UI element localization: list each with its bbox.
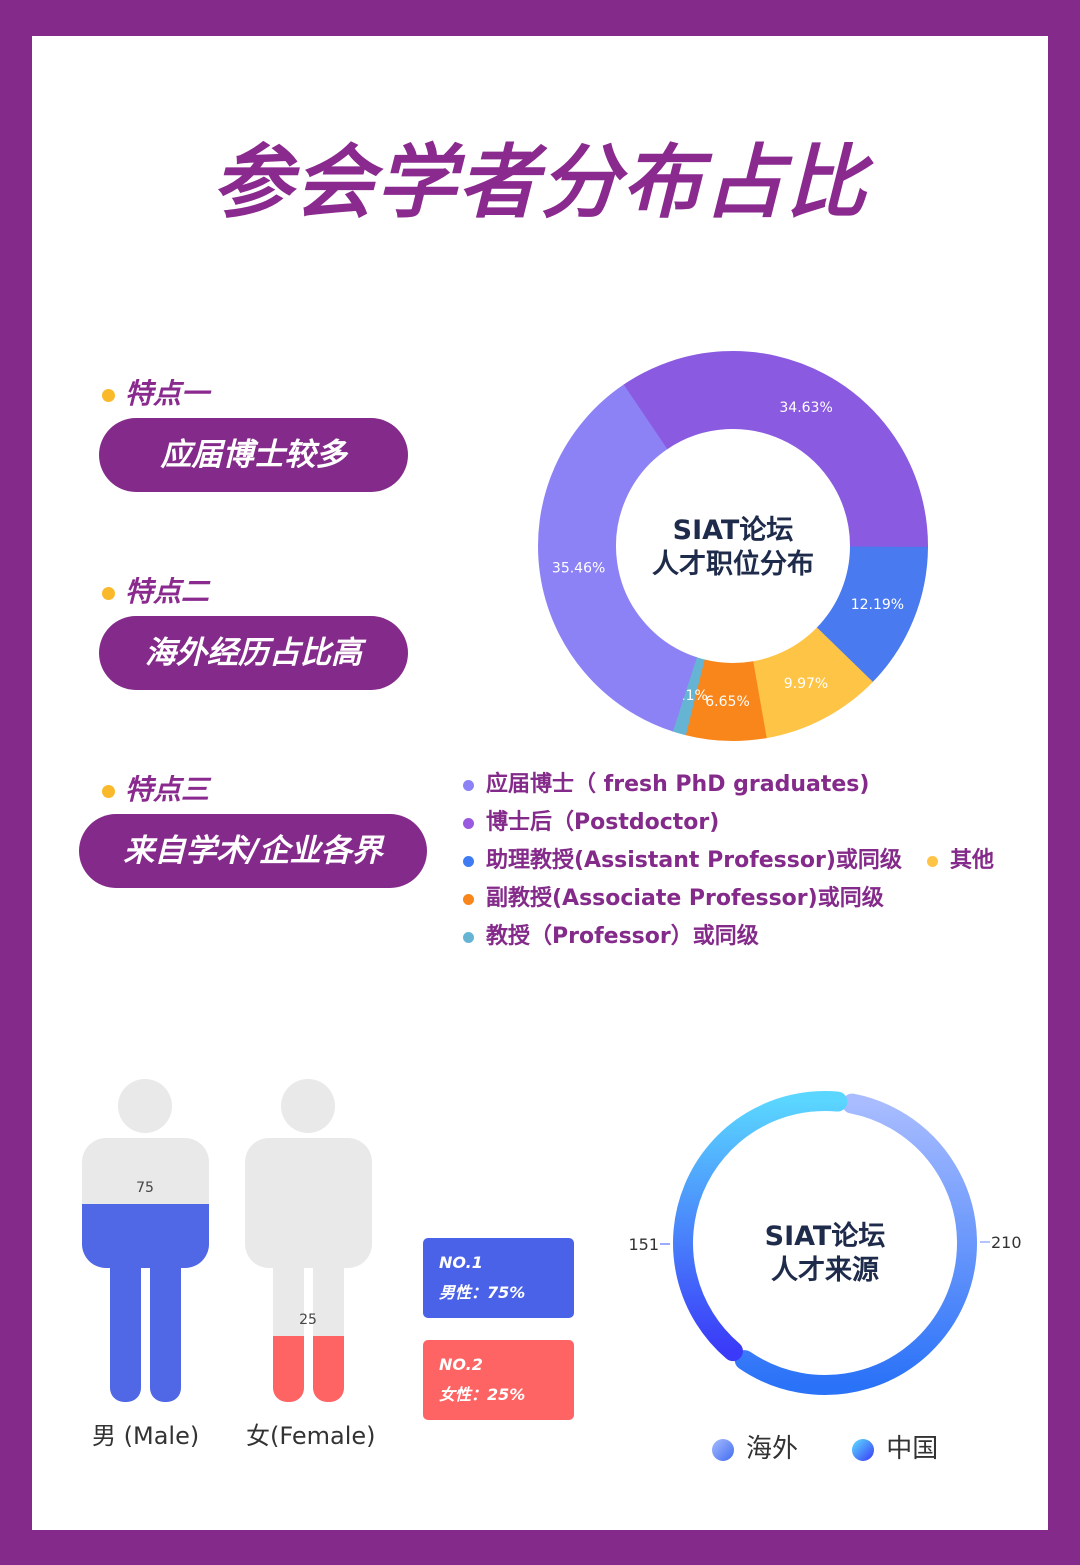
person-figure	[245, 1079, 372, 1402]
slice-label: 9.97%	[784, 676, 828, 692]
legend-item[interactable]: 博士后（Postdoctor)	[463, 804, 902, 842]
legend-item[interactable]: 其他	[927, 842, 994, 880]
male-stat-box: NO.1 男性：75%	[423, 1238, 574, 1318]
feature-2-pill: 海外经历占比高	[99, 616, 408, 690]
bullet-icon	[102, 586, 115, 600]
legend-text: 教授（Professor）或同级	[486, 924, 759, 949]
female-label: 女(Female)	[246, 1422, 376, 1450]
legend-text: 中国	[886, 1434, 939, 1464]
legend-dot-icon	[463, 855, 474, 867]
donut-slice[interactable]	[815, 545, 928, 683]
legend-dot-icon	[463, 893, 474, 905]
legend-item-overseas[interactable]: 海外	[712, 1434, 798, 1464]
female-stat-box: NO.2 女性：25%	[423, 1340, 574, 1420]
value-label-china: 151	[628, 1235, 659, 1254]
legend-item[interactable]: 助理教授(Assistant Professor)或同级	[463, 842, 902, 880]
legend-dot-icon	[927, 855, 938, 867]
feature-1-pill: 应届博士较多	[99, 418, 408, 492]
feature-label-text: 特点三	[125, 773, 210, 806]
stat-text: 男性：75%	[439, 1283, 526, 1302]
ring-legend: 海外 中国	[712, 1428, 938, 1465]
feature-label-text: 特点二	[125, 575, 210, 608]
ring-segment-china[interactable]	[673, 1091, 848, 1362]
donut-slice[interactable]	[622, 351, 928, 549]
feature-2-label: 特点二	[102, 570, 209, 610]
legend-dot-icon	[463, 931, 474, 943]
rank-text: NO.2	[439, 1355, 483, 1374]
male-label: 男 (Male)	[92, 1422, 200, 1450]
ring-segment-overseas[interactable]	[734, 1093, 977, 1395]
donut-center-title: SIAT论坛 人才职位分布	[633, 514, 833, 582]
value-label: 75	[136, 1180, 154, 1196]
legend-text: 应届博士（ fresh PhD graduates)	[486, 772, 870, 797]
donut-title-line1: SIAT论坛	[672, 515, 794, 546]
rank-text: NO.1	[439, 1253, 483, 1272]
value-label: 25	[299, 1312, 317, 1328]
ring-title-line2: 人才来源	[771, 1255, 879, 1286]
legend-dot-icon	[463, 779, 474, 791]
stat-text: 女性：25%	[439, 1385, 526, 1404]
feature-3-label: 特点三	[102, 768, 209, 808]
legend-item-china[interactable]: 中国	[852, 1434, 938, 1464]
slice-label: 6.65%	[705, 694, 749, 710]
donut-legend: 应届博士（ fresh PhD graduates) 博士后（Postdocto…	[463, 766, 902, 956]
legend-item[interactable]: 副教授(Associate Professor)或同级	[463, 880, 902, 918]
slice-label: 12.19%	[851, 597, 904, 613]
legend-text: 海外	[746, 1434, 799, 1464]
feature-1-label: 特点一	[102, 372, 209, 412]
value-label-overseas: 210	[991, 1233, 1022, 1252]
slice-label: 34.63%	[779, 400, 832, 416]
legend-text: 博士后（Postdoctor)	[486, 810, 720, 835]
feature-label-text: 特点一	[125, 377, 210, 410]
legend-dot-icon	[712, 1438, 734, 1461]
legend-dot-icon	[852, 1438, 875, 1461]
person-fill	[245, 1336, 372, 1402]
legend-item[interactable]: 应届博士（ fresh PhD graduates)	[463, 766, 902, 804]
legend-item[interactable]: 教授（Professor）或同级	[463, 918, 902, 956]
legend-dot-icon	[463, 817, 474, 829]
bullet-icon	[102, 784, 115, 798]
person-fill	[82, 1204, 209, 1402]
donut-title-line2: 人才职位分布	[652, 549, 814, 580]
feature-3-pill: 来自学术/企业各界	[79, 814, 427, 888]
donut-slice[interactable]	[684, 659, 767, 741]
gender-pictograph: 75 25	[82, 1079, 372, 1402]
person-figure	[82, 1079, 209, 1402]
position-donut-chart: 34.63%12.19%9.97%6.65%1.1%35.46%	[538, 351, 928, 741]
legend-text: 助理教授(Assistant Professor)或同级	[486, 848, 902, 873]
bullet-icon	[102, 388, 115, 402]
ring-center-title: SIAT论坛 人才来源	[725, 1220, 925, 1288]
source-ring-chart: 210 151	[628, 1091, 1022, 1395]
ring-title-line1: SIAT论坛	[764, 1221, 886, 1252]
page-title: 参会学者分布占比	[212, 136, 868, 229]
donut-slice[interactable]	[538, 384, 698, 732]
legend-text: 副教授(Associate Professor)或同级	[486, 886, 884, 911]
slice-label: 35.46%	[552, 560, 605, 576]
legend-text: 其他	[950, 848, 995, 873]
donut-slice[interactable]	[751, 626, 873, 739]
